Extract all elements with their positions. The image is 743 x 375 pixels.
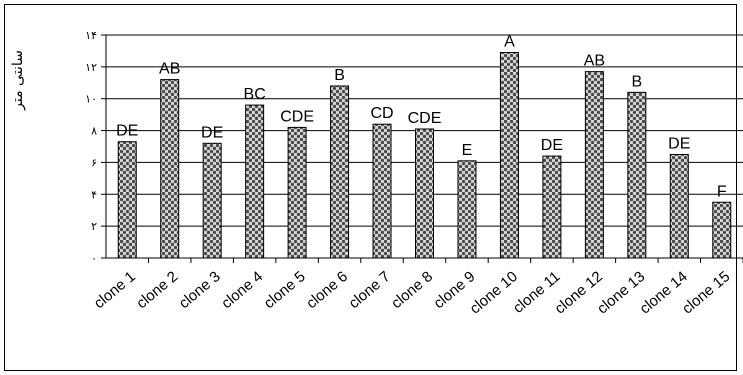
- bar: [117, 141, 137, 259]
- y-tick-label: ۶: [91, 156, 97, 169]
- x-tick-label: clone 4: [218, 268, 266, 312]
- data-label: DE: [668, 135, 690, 152]
- bar: [287, 126, 307, 259]
- data-label: CDE: [280, 108, 314, 125]
- data-label: CDE: [408, 110, 442, 127]
- y-tick-label: ۱۰: [85, 93, 97, 106]
- x-tick-label: clone 6: [303, 268, 351, 312]
- y-tick-label: ۸: [91, 125, 97, 138]
- data-label: CD: [370, 105, 393, 122]
- y-tick-label: ۲: [91, 220, 97, 233]
- data-label: AB: [159, 61, 180, 78]
- x-tick-label: clone 15: [679, 268, 733, 317]
- data-label: B: [334, 67, 345, 84]
- y-tick-labels: ۰ ۲ ۴ ۶ ۸ ۱۰ ۱۲ ۱۴: [85, 29, 97, 265]
- x-tick-label: clone 5: [261, 268, 309, 312]
- x-tick-label: clone 7: [346, 268, 394, 312]
- bar: [584, 71, 604, 259]
- bar: [245, 104, 265, 259]
- y-tick-label: ۱۴: [85, 29, 97, 42]
- bar: [542, 155, 562, 259]
- data-label: DE: [201, 124, 223, 141]
- bar: [712, 201, 732, 259]
- x-tick-label: clone 10: [467, 268, 521, 317]
- data-label: B: [631, 73, 642, 90]
- data-label: E: [462, 142, 473, 159]
- data-label: F: [717, 183, 727, 200]
- bar: [330, 85, 350, 259]
- bar: [457, 160, 477, 259]
- bar: [415, 128, 434, 259]
- data-label: AB: [584, 53, 605, 70]
- bar: [372, 123, 392, 259]
- x-tick-label: clone 1: [91, 268, 139, 312]
- bar: [160, 79, 180, 259]
- x-tick-label: clone 2: [133, 268, 181, 312]
- bar: [627, 91, 647, 259]
- y-tick-label: ۰: [91, 252, 97, 265]
- data-label: DE: [116, 123, 138, 140]
- data-label: BC: [244, 86, 266, 103]
- x-tick-label: clone 3: [176, 268, 224, 312]
- y-tick-label: ۱۲: [85, 61, 97, 74]
- chart-frame: [4, 4, 737, 371]
- bars: [117, 52, 732, 259]
- y-axis-label: سانتی متر: [10, 50, 26, 111]
- x-tick-label: clone 8: [388, 268, 436, 312]
- data-labels: DE AB DE BC CDE B CD CDE E A DE AB B DE F: [116, 34, 727, 201]
- bar: [669, 153, 689, 259]
- data-label: DE: [541, 137, 563, 154]
- bar: [499, 52, 519, 259]
- y-tick-label: ۴: [91, 188, 97, 201]
- bar: [202, 142, 222, 259]
- data-label: A: [504, 34, 515, 51]
